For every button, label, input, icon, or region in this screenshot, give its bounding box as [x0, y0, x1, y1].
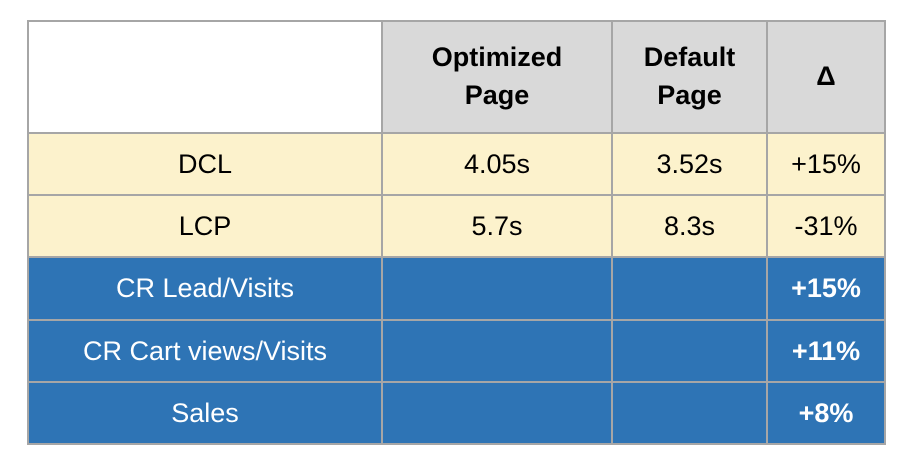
column-header-optimized-page: Optimized Page: [381, 20, 613, 134]
default-value: [611, 319, 768, 383]
row-label: DCL: [27, 132, 383, 196]
optimized-value: [381, 256, 613, 321]
row-label: CR Lead/Visits: [27, 256, 383, 321]
row-label: Sales: [27, 381, 383, 445]
default-value: 3.52s: [611, 132, 768, 196]
delta-value: -31%: [766, 194, 886, 258]
table-header-row: Optimized Page Default Page Δ: [27, 20, 886, 134]
table-row-cr-cart-views-visits: CR Cart views/Visits +11%: [27, 319, 886, 383]
optimized-value: 5.7s: [381, 194, 613, 258]
row-label: CR Cart views/Visits: [27, 319, 383, 383]
corner-cell: [27, 20, 383, 134]
delta-value: +15%: [766, 256, 886, 321]
table-row-cr-lead-visits: CR Lead/Visits +15%: [27, 256, 886, 321]
optimized-value: [381, 319, 613, 383]
metrics-comparison-table: Optimized Page Default Page Δ DCL 4.05s …: [27, 20, 886, 445]
optimized-value: [381, 381, 613, 445]
table-row-dcl: DCL 4.05s 3.52s +15%: [27, 132, 886, 196]
delta-value: +15%: [766, 132, 886, 196]
delta-value: +8%: [766, 381, 886, 445]
default-value: [611, 256, 768, 321]
table-row-lcp: LCP 5.7s 8.3s -31%: [27, 194, 886, 258]
default-value: 8.3s: [611, 194, 768, 258]
delta-value: +11%: [766, 319, 886, 383]
table-row-sales: Sales +8%: [27, 381, 886, 445]
row-label: LCP: [27, 194, 383, 258]
column-header-default-page: Default Page: [611, 20, 768, 134]
default-value: [611, 381, 768, 445]
column-header-delta: Δ: [766, 20, 886, 134]
optimized-value: 4.05s: [381, 132, 613, 196]
